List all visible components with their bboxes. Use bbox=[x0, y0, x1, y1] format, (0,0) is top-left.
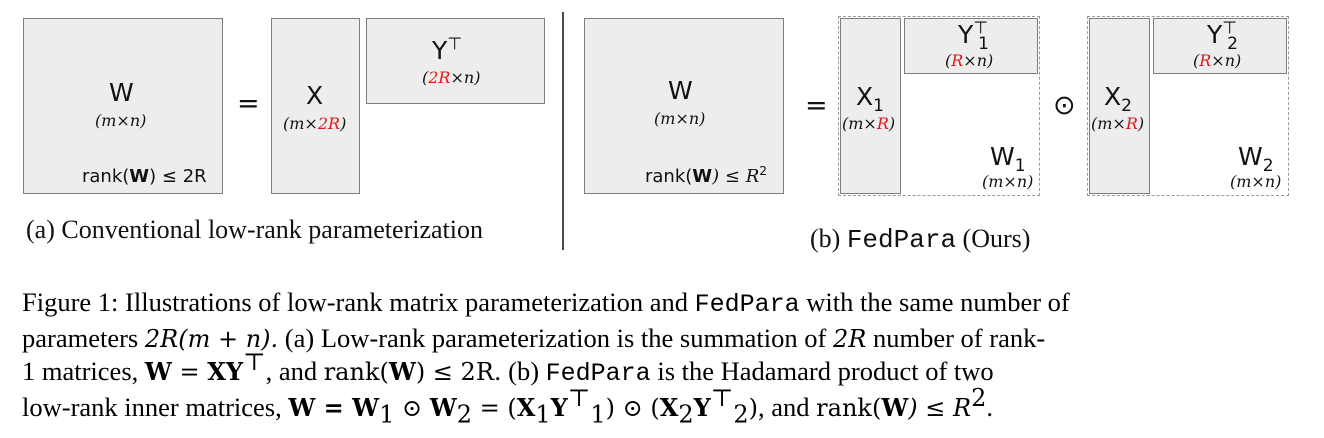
w-dim-a: (m×n) bbox=[95, 111, 147, 130]
matrix-x2 bbox=[1089, 18, 1150, 194]
matrix-y2 bbox=[1153, 18, 1287, 74]
x2-dim: (m×R) bbox=[1091, 114, 1145, 133]
w-dim-b: (m×n) bbox=[654, 109, 706, 128]
panel-separator bbox=[562, 12, 564, 250]
matrix-x1 bbox=[840, 18, 901, 194]
w-label-a: W bbox=[109, 78, 134, 107]
matrix-w-a bbox=[23, 18, 223, 194]
y2-label: Y⊤2 bbox=[1207, 18, 1238, 54]
matrix-y-a bbox=[366, 18, 545, 104]
caption-line-1: Figure 1: Illustrations of low-rank matr… bbox=[22, 287, 1070, 319]
matrix-y1 bbox=[904, 18, 1038, 74]
w-label-b: W bbox=[668, 76, 693, 105]
x1-dim: (m×R) bbox=[842, 114, 896, 133]
x-dim-a: (m×2R) bbox=[283, 114, 347, 133]
caption-line-2: parameters 2R(m + n). (a) Low-rank param… bbox=[22, 322, 1046, 353]
caption-line-3: 1 matrices, W = XY⊤, and rank(W) ≤ 2R. (… bbox=[22, 348, 994, 388]
w1-group-border bbox=[838, 16, 1040, 196]
matrix-w-b bbox=[584, 18, 784, 194]
caption-b: (b) FedPara (Ours) bbox=[810, 224, 1031, 255]
y-label-a: Y⊤ bbox=[432, 34, 463, 65]
rank-label-b: rank(W) ≤ R2 bbox=[645, 164, 768, 187]
y-dim-a: (2R×n) bbox=[422, 68, 481, 87]
equals-sign-a: = bbox=[237, 88, 260, 119]
w2-group-border bbox=[1087, 16, 1289, 196]
rank-label-a: rank(W) ≤ 2R bbox=[82, 166, 207, 187]
y2-dim: (R×n) bbox=[1193, 51, 1242, 70]
w2-dim: (m×n) bbox=[1230, 172, 1282, 191]
w1-dim: (m×n) bbox=[982, 172, 1034, 191]
equals-sign-b: = bbox=[805, 90, 828, 121]
y1-dim: (R×n) bbox=[945, 51, 994, 70]
caption-a: (a) Conventional low-rank parameterizati… bbox=[26, 215, 483, 244]
x-label-a: X bbox=[306, 81, 324, 110]
hadamard-operator: ⊙ bbox=[1053, 90, 1076, 121]
figure-caption: Figure 1: Illustrations of low-rank matr… bbox=[22, 286, 1304, 428]
caption-line-4: low-rank inner matrices, W = W1 ⊙ W2 = (… bbox=[22, 383, 993, 428]
x1-label: X1 bbox=[856, 82, 884, 116]
x2-label: X2 bbox=[1104, 82, 1132, 116]
w1-label: W1 bbox=[990, 142, 1026, 176]
matrix-x-a bbox=[271, 18, 360, 194]
w2-label: W2 bbox=[1238, 142, 1274, 176]
y1-label: Y⊤1 bbox=[958, 18, 989, 54]
